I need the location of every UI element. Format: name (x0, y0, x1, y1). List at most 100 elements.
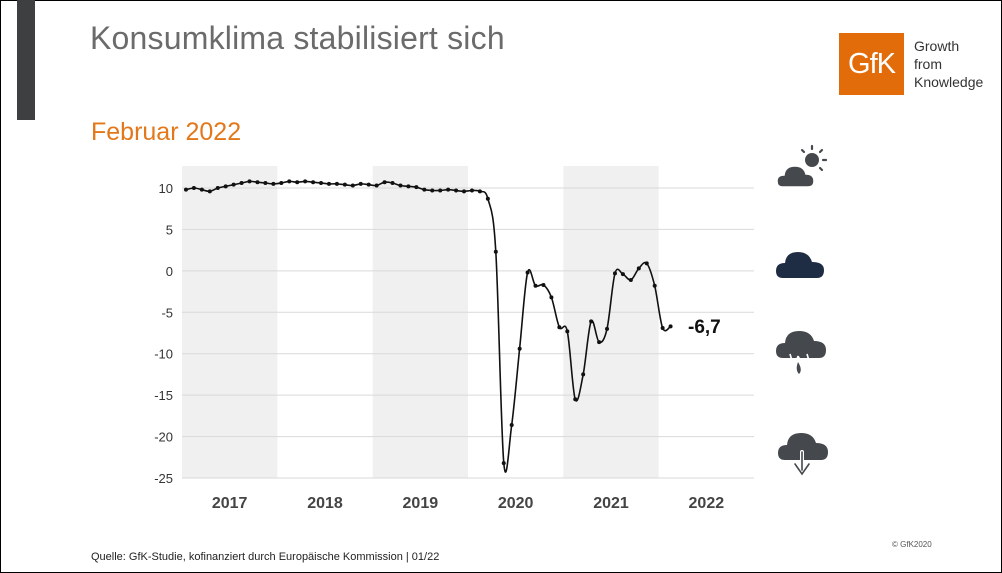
cloud-down-arrow-icon (778, 433, 828, 478)
data-point (199, 187, 204, 192)
data-point (565, 329, 570, 334)
y-tick-label: 0 (166, 264, 173, 279)
data-point (223, 184, 228, 189)
data-point (183, 187, 188, 192)
x-axis-ticks: 2017 2018 2019 2020 2021 2022 (212, 495, 724, 512)
logo-tagline: Growth from Knowledge (914, 37, 983, 91)
data-point (422, 187, 427, 192)
y-tick-label: -25 (154, 471, 173, 486)
data-point (597, 340, 602, 345)
gridlines (182, 187, 754, 479)
copyright-note: © GfK2020 (892, 540, 932, 549)
year-band-2021 (563, 166, 659, 478)
data-point (557, 325, 562, 330)
data-point (509, 422, 514, 427)
data-point (263, 181, 268, 186)
y-tick-label: 5 (166, 222, 173, 237)
data-point (398, 183, 403, 188)
data-point (573, 397, 578, 402)
data-point (660, 326, 665, 331)
data-point (605, 326, 610, 331)
data-point (541, 282, 546, 287)
data-point (628, 277, 633, 282)
data-point (454, 188, 459, 193)
data-point (326, 181, 331, 186)
data-point (350, 183, 355, 188)
data-point (390, 181, 395, 186)
year-shading (182, 166, 659, 478)
data-point (493, 249, 498, 254)
data-point (485, 196, 490, 201)
data-point (191, 186, 196, 190)
data-point (414, 185, 419, 190)
data-point (636, 266, 641, 271)
data-point (279, 181, 284, 186)
data-point (549, 295, 554, 300)
accent-bar (17, 0, 35, 120)
data-point (406, 184, 411, 189)
data-point (477, 189, 482, 194)
data-point (652, 283, 657, 288)
data-point (358, 181, 363, 186)
data-point (589, 319, 594, 324)
data-point (295, 180, 300, 185)
data-point (644, 261, 649, 266)
y-tick-label: 10 (159, 181, 173, 196)
data-point (303, 179, 308, 184)
data-point (366, 182, 371, 187)
x-tick-label: 2022 (689, 495, 725, 512)
x-tick-label: 2019 (403, 495, 439, 512)
data-point (334, 181, 339, 186)
data-point (247, 179, 252, 184)
data-point (612, 271, 617, 276)
data-point (581, 372, 586, 377)
data-point (620, 272, 625, 277)
data-point (239, 181, 244, 186)
data-point (430, 188, 435, 193)
data-point (255, 180, 260, 185)
data-point (207, 189, 212, 194)
data-point (311, 180, 316, 185)
data-point (287, 179, 292, 184)
data-point (382, 180, 387, 185)
logo-mark: GfK (848, 47, 896, 80)
cloud-icon (776, 252, 824, 278)
sun-behind-cloud-icon (776, 144, 828, 188)
data-point (469, 188, 474, 193)
x-tick-label: 2020 (498, 495, 534, 512)
cloud-rain-icon (776, 331, 826, 374)
logo-line: Growth (914, 38, 960, 54)
year-band-2019 (372, 166, 468, 478)
data-point (231, 182, 236, 187)
x-tick-label: 2021 (593, 495, 629, 512)
data-point (438, 188, 443, 193)
data-point (525, 270, 530, 275)
data-point (342, 182, 347, 187)
data-point (501, 461, 506, 466)
data-point (374, 183, 379, 188)
data-point (668, 324, 673, 329)
y-tick-label: -20 (154, 430, 173, 445)
data-point (517, 346, 522, 351)
series-points (183, 179, 673, 466)
source-note: Quelle: GfK-Studie, kofinanziert durch E… (91, 551, 440, 563)
data-point (319, 181, 324, 186)
data-point (271, 181, 276, 186)
logo-line: from (914, 56, 942, 72)
data-point (446, 187, 451, 192)
logo-line: Knowledge (914, 74, 984, 90)
y-tick-label: -5 (161, 305, 173, 320)
data-point (215, 186, 220, 190)
x-tick-label: 2018 (307, 495, 343, 512)
gfk-logo: GfK (839, 33, 904, 95)
page-title: Konsumklima stabilisiert sich (90, 20, 505, 56)
year-band-2017 (182, 166, 278, 478)
page-subtitle: Februar 2022 (91, 118, 242, 146)
y-tick-label: -15 (154, 388, 173, 403)
y-axis-ticks: 10 5 0 -5 -10 -15 -20 -25 (154, 181, 173, 486)
last-value-label: -6,7 (688, 317, 721, 338)
data-point (533, 283, 538, 288)
y-tick-label: -10 (154, 347, 173, 362)
x-tick-label: 2017 (212, 495, 248, 512)
